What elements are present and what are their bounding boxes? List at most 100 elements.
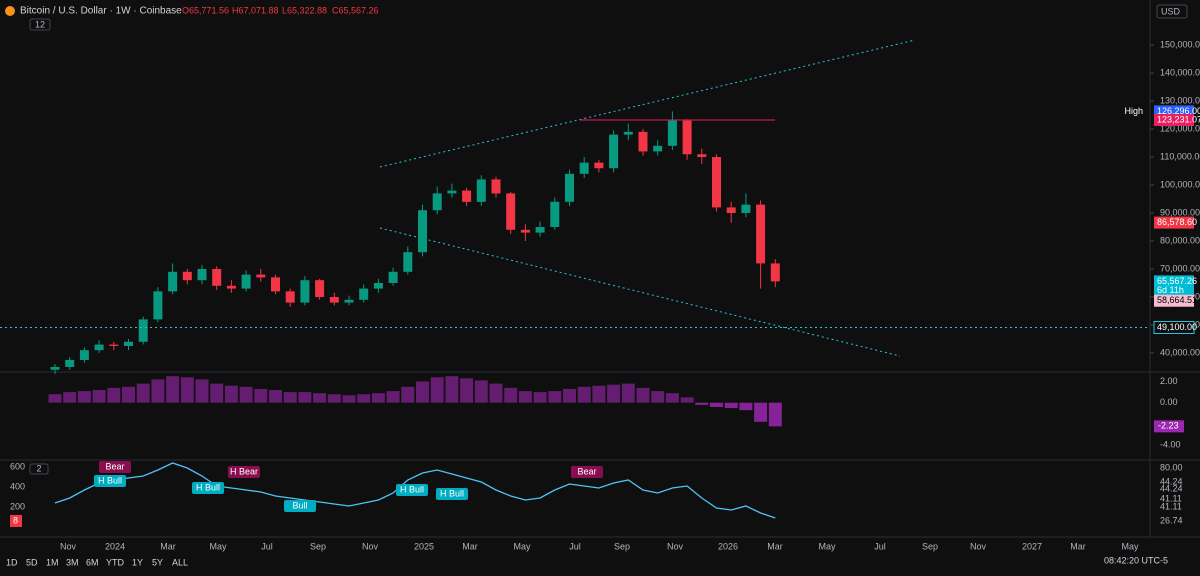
x-tick-label: 2027 bbox=[1022, 541, 1042, 551]
x-tick-label: Nov bbox=[970, 541, 987, 551]
histogram-bar bbox=[357, 394, 371, 403]
histogram-bar bbox=[518, 391, 532, 403]
y-tick-label: 90,000.00 bbox=[1160, 207, 1200, 217]
pane-count[interactable]: 2 bbox=[36, 463, 41, 473]
price-label-box bbox=[1153, 320, 1195, 334]
candle-body bbox=[697, 154, 707, 158]
rsi-label: 41.11 bbox=[1160, 493, 1182, 503]
signal-box bbox=[436, 488, 468, 500]
candle-body bbox=[741, 204, 751, 214]
rsi-label: 26.74 bbox=[1160, 515, 1183, 525]
currency[interactable]: USD bbox=[1161, 6, 1181, 16]
candle-body bbox=[329, 296, 339, 303]
timeframe-button[interactable]: 6M bbox=[86, 557, 99, 567]
histogram-bar bbox=[754, 402, 768, 422]
signal-box bbox=[94, 475, 126, 487]
signal-box bbox=[396, 484, 428, 496]
candle-body bbox=[197, 268, 207, 281]
trendline bbox=[379, 227, 901, 357]
timeframe-button[interactable]: ALL bbox=[172, 557, 188, 567]
indicator-count[interactable]: 12 bbox=[35, 19, 45, 29]
currency-box[interactable] bbox=[1156, 4, 1188, 19]
timeframe-button[interactable]: 5Y bbox=[152, 557, 163, 567]
price-label: 65,567.26 bbox=[1157, 276, 1197, 286]
x-tick-label: Sep bbox=[614, 541, 630, 551]
timeframe-button[interactable]: YTD bbox=[106, 557, 125, 567]
volume-badge: 8 bbox=[13, 515, 18, 525]
volume-label: 200 bbox=[10, 501, 25, 511]
x-tick-label: Nov bbox=[60, 541, 77, 551]
histogram-bar bbox=[327, 394, 341, 403]
signal-box bbox=[192, 482, 224, 494]
candle-body bbox=[447, 190, 457, 194]
histogram-bar bbox=[533, 392, 547, 403]
timeframe-button[interactable]: 1M bbox=[46, 557, 59, 567]
histogram-bar bbox=[607, 384, 621, 403]
volume-badge-box bbox=[10, 515, 22, 527]
candle-body bbox=[623, 131, 633, 135]
signal-box bbox=[228, 466, 260, 478]
histogram-bar bbox=[283, 392, 297, 403]
histogram-bar bbox=[122, 386, 135, 403]
x-tick-label: Mar bbox=[462, 541, 478, 551]
price-label: 49,100.00 bbox=[1157, 322, 1197, 332]
x-tick-label: Nov bbox=[362, 541, 379, 551]
y-tick-label: 140,000.00 bbox=[1160, 67, 1200, 77]
candle-body bbox=[565, 173, 574, 202]
y-tick-label: 70,000.00 bbox=[1160, 263, 1200, 273]
histogram-bar bbox=[636, 387, 650, 403]
timeframe-button[interactable]: 1D bbox=[6, 557, 18, 567]
candle-body bbox=[653, 145, 663, 152]
histogram-bar bbox=[710, 402, 723, 407]
candle-body bbox=[344, 299, 354, 303]
x-tick-label: May bbox=[209, 541, 227, 551]
y-tick-label: 0.00 bbox=[1160, 397, 1178, 407]
signal-label: Bull bbox=[292, 500, 307, 510]
histogram-bar bbox=[724, 402, 738, 409]
candle-body bbox=[594, 162, 604, 169]
histogram-bar bbox=[680, 397, 694, 403]
timeframe-button[interactable]: 1Y bbox=[132, 557, 143, 567]
histogram-bar bbox=[195, 379, 209, 403]
candle-body bbox=[94, 344, 104, 351]
histogram-bar bbox=[136, 383, 150, 403]
signal-label: H Bull bbox=[196, 482, 220, 492]
histogram-bar bbox=[577, 386, 591, 403]
histogram-bar bbox=[342, 395, 356, 403]
candle-body bbox=[609, 134, 619, 169]
price-label: 58,664.51 bbox=[1157, 295, 1197, 305]
candle-body bbox=[462, 190, 472, 202]
timeframe-button[interactable]: 5D bbox=[26, 557, 38, 567]
trendline bbox=[379, 39, 916, 168]
price-label: 86,578.60 bbox=[1157, 217, 1197, 227]
y-tick-label: 130,000.00 bbox=[1160, 95, 1200, 105]
x-tick-label: Mar bbox=[160, 541, 176, 551]
histogram-bar bbox=[48, 394, 62, 403]
x-tick-label: Mar bbox=[1070, 541, 1086, 551]
histogram-bar bbox=[460, 378, 474, 403]
ohlc-value: L65,322.88 bbox=[282, 5, 327, 15]
candle-body bbox=[579, 162, 589, 174]
price-label: 123,231.07 bbox=[1157, 114, 1200, 124]
x-tick-label: Jul bbox=[261, 541, 273, 551]
timeframe-button[interactable]: 3M bbox=[66, 557, 79, 567]
pane-toggle[interactable] bbox=[29, 463, 49, 475]
price-label-box bbox=[1154, 216, 1194, 229]
x-tick-label: Sep bbox=[922, 541, 938, 551]
price-label-box bbox=[1154, 275, 1194, 296]
candle-body bbox=[520, 229, 530, 233]
candle-body bbox=[491, 179, 501, 194]
candle-body bbox=[756, 204, 766, 264]
clock: 08:42:20 UTC-5 bbox=[1104, 555, 1168, 565]
histogram-bar bbox=[592, 385, 606, 403]
histogram-bar bbox=[239, 386, 253, 403]
y-tick-label: 100,000.00 bbox=[1160, 179, 1200, 189]
candle-body bbox=[241, 274, 251, 289]
countdown: 6d 11h bbox=[1157, 285, 1184, 295]
ohlc-value: C65,567.26 bbox=[332, 5, 379, 15]
indicator-toggle[interactable] bbox=[29, 18, 51, 31]
rsi-label: 44.24 bbox=[1160, 476, 1183, 486]
